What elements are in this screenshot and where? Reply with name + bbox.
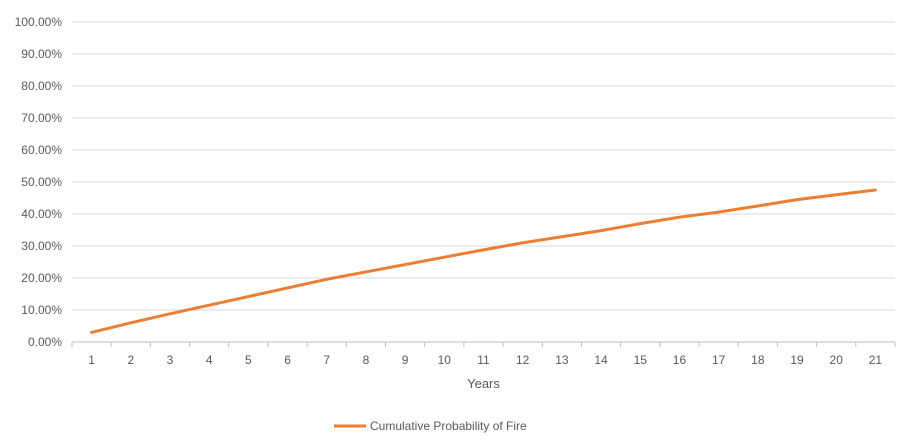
y-tick-label: 70.00% [21, 111, 62, 125]
x-tick-label: 14 [594, 353, 608, 367]
x-tick-label: 21 [869, 353, 883, 367]
y-tick-label: 30.00% [21, 239, 62, 253]
x-tick-label: 3 [167, 353, 174, 367]
data-point [678, 216, 681, 219]
x-tick-label: 4 [206, 353, 213, 367]
x-tick-label: 19 [790, 353, 804, 367]
data-point [482, 248, 485, 251]
data-point [247, 295, 250, 298]
data-point [639, 222, 642, 225]
data-point [717, 211, 720, 214]
data-point [286, 286, 289, 289]
x-tick-label: 18 [751, 353, 765, 367]
legend: Cumulative Probability of Fire [334, 419, 527, 433]
y-tick-label: 100.00% [15, 15, 63, 29]
x-tick-label: 8 [363, 353, 370, 367]
x-tick-label: 17 [712, 353, 726, 367]
data-point [600, 229, 603, 232]
data-point [560, 235, 563, 238]
y-tick-label: 80.00% [21, 79, 62, 93]
y-tick-label: 0.00% [28, 335, 62, 349]
gridlines [72, 21, 895, 311]
x-tick-label: 2 [127, 353, 134, 367]
x-tick-label: 15 [634, 353, 648, 367]
data-point [521, 241, 524, 244]
y-tick-label: 90.00% [21, 47, 62, 61]
data-point [874, 189, 877, 192]
data-point [404, 263, 407, 266]
series-lines [90, 188, 877, 334]
x-tick-label: 6 [284, 353, 291, 367]
y-tick-label: 60.00% [21, 143, 62, 157]
data-point [90, 331, 93, 334]
data-point [364, 270, 367, 273]
legend-label: Cumulative Probability of Fire [370, 419, 527, 433]
axes [71, 341, 896, 347]
data-point [208, 304, 211, 307]
x-tick-label: 5 [245, 353, 252, 367]
y-tick-labels: 0.00% 10.00% 20.00% 30.00% 40.00% 50.00% 60.00… [15, 15, 63, 349]
data-point [168, 312, 171, 315]
x-axis-title: Years [467, 376, 500, 391]
x-tick-label: 20 [830, 353, 844, 367]
series-line-0 [90, 188, 877, 334]
x-tick-label: 7 [323, 353, 330, 367]
data-point [325, 278, 328, 281]
data-point [443, 256, 446, 259]
data-point [129, 321, 132, 324]
data-point [835, 193, 838, 196]
x-tick-label: 13 [555, 353, 569, 367]
y-tick-label: 50.00% [21, 175, 62, 189]
y-tick-label: 10.00% [21, 303, 62, 317]
x-tick-label: 10 [438, 353, 452, 367]
data-point [796, 198, 799, 201]
x-tick-label: 12 [516, 353, 530, 367]
y-tick-label: 40.00% [21, 207, 62, 221]
y-tick-label: 20.00% [21, 271, 62, 285]
x-tick-label: 1 [88, 353, 95, 367]
x-tick-label: 16 [673, 353, 687, 367]
x-tick-label: 9 [402, 353, 409, 367]
x-tick-label: 11 [477, 353, 490, 367]
data-point [756, 205, 759, 208]
x-tick-labels: 1 2 3 4 5 6 7 8 9 10 11 12 13 14 15 16 17 18 19 20 21 [88, 353, 882, 367]
